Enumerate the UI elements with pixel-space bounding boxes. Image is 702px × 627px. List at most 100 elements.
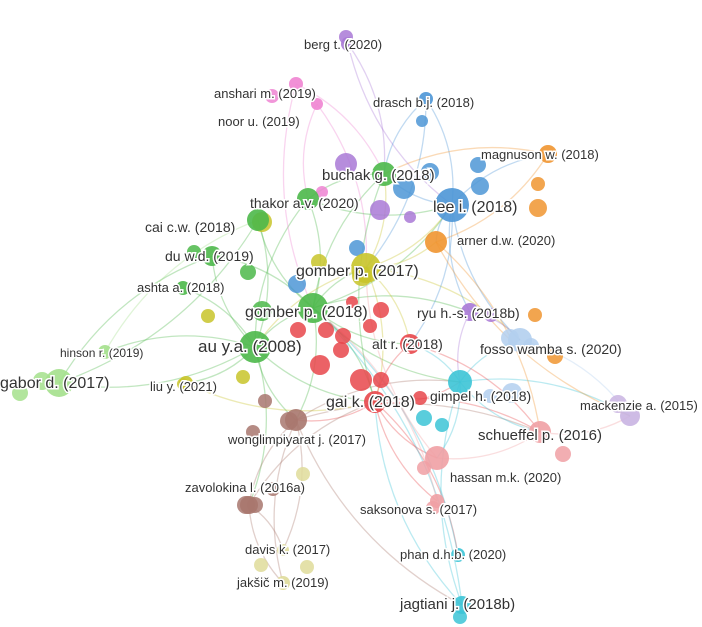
network-node-drasch[interactable] (419, 92, 433, 106)
network-node-unlabeled[interactable] (349, 240, 365, 256)
network-node-unlabeled[interactable] (416, 410, 432, 426)
node-label-drasch[interactable]: drasch b.j. (2018) (372, 94, 476, 112)
network-node-unlabeled[interactable] (316, 186, 328, 198)
network-node-unlabeled[interactable] (421, 163, 439, 181)
node-label-gomber2018[interactable]: gomber p. (2018) (244, 303, 370, 323)
network-node-gabor[interactable] (45, 369, 73, 397)
network-node-magnuson[interactable] (539, 145, 557, 163)
network-node-zavolokina[interactable] (240, 496, 258, 514)
network-node-unlabeled[interactable] (254, 558, 268, 572)
network-node-unlabeled[interactable] (531, 177, 545, 191)
network-node-au[interactable] (239, 331, 271, 363)
network-node-unlabeled[interactable] (296, 467, 310, 481)
network-node-unlabeled[interactable] (413, 391, 427, 405)
node-label-hinson[interactable]: hinson r. (2019) (59, 345, 145, 362)
network-node-noor[interactable] (311, 98, 323, 110)
network-node-unlabeled[interactable] (547, 348, 563, 364)
network-node-unlabeled[interactable] (350, 369, 372, 391)
node-label-wonglimpiyarat[interactable]: wonglimpiyarat j. (2017) (226, 431, 368, 449)
node-label-berg[interactable]: berg t. (2020) (303, 36, 384, 54)
network-node-gai[interactable] (364, 391, 386, 413)
network-node-ashta[interactable] (176, 281, 190, 295)
network-node-unlabeled[interactable] (236, 370, 250, 384)
network-node-unlabeled[interactable] (435, 418, 449, 432)
node-label-gimpel[interactable]: gimpel h. (2018) (429, 387, 533, 406)
network-node-unlabeled[interactable] (335, 153, 357, 175)
network-node-buchak[interactable] (372, 162, 396, 186)
node-label-cai[interactable]: cai c.w. (2018) (144, 218, 237, 237)
network-node-cai[interactable] (247, 209, 269, 231)
network-node-davis[interactable] (277, 544, 289, 556)
network-node-unlabeled[interactable] (416, 115, 428, 127)
node-label-jagtiani[interactable]: jagtiani j. (2018b) (398, 595, 517, 615)
network-node-unlabeled[interactable] (471, 177, 489, 195)
network-node-unlabeled[interactable] (288, 275, 306, 293)
network-node-unlabeled[interactable] (555, 446, 571, 462)
network-node-unlabeled[interactable] (333, 342, 349, 358)
network-node-unlabeled[interactable] (318, 322, 334, 338)
node-label-gabor[interactable]: gabor d. (2017) (0, 374, 111, 394)
network-node-unlabeled[interactable] (484, 308, 498, 322)
network-node-phan[interactable] (451, 548, 465, 562)
network-node-jaksic[interactable] (276, 576, 290, 590)
node-label-arner[interactable]: arner d.w. (2020) (456, 232, 557, 250)
node-label-liu[interactable]: liu y. (2021) (149, 378, 219, 396)
network-node-unlabeled[interactable] (529, 199, 547, 217)
node-label-anshari[interactable]: anshari m. (2019) (213, 85, 318, 103)
node-label-jaksic[interactable]: jakšič m. (2019) (235, 574, 331, 592)
node-label-mackenzie[interactable]: mackenzie a. (2015) (579, 397, 700, 415)
network-node-hassan[interactable] (425, 446, 449, 470)
network-node-unlabeled[interactable] (310, 355, 330, 375)
network-node-unlabeled[interactable] (12, 385, 28, 401)
network-node-alt[interactable] (400, 334, 420, 354)
network-node-unlabeled[interactable] (363, 319, 377, 333)
node-label-fosso[interactable]: fosso wamba s. (2020) (479, 340, 624, 359)
network-node-unlabeled[interactable] (265, 89, 279, 103)
network-node-unlabeled[interactable] (201, 309, 215, 323)
node-label-gai[interactable]: gai k. (2018) (325, 393, 417, 413)
network-node-anshari[interactable] (289, 77, 303, 91)
node-label-schueffel[interactable]: schueffel p. (2016) (477, 426, 604, 446)
network-node-lee[interactable] (435, 188, 469, 222)
network-node-arner[interactable] (425, 231, 447, 253)
network-node-jagtiani[interactable] (453, 596, 471, 614)
network-node-thakor[interactable] (297, 188, 319, 210)
network-node-gomber2018[interactable] (298, 293, 328, 323)
network-node-liu[interactable] (179, 376, 193, 390)
network-node-hinson[interactable] (98, 345, 112, 359)
network-node-wonglimpiyarat[interactable] (285, 409, 307, 431)
network-node-unlabeled[interactable] (246, 425, 260, 439)
network-node-saksonova[interactable] (430, 494, 444, 508)
network-node-fosso[interactable] (508, 328, 532, 352)
network-node-mackenzie[interactable] (620, 406, 640, 426)
network-node-gomber2017[interactable] (351, 253, 381, 283)
network-node-schueffel[interactable] (529, 421, 551, 443)
network-node-unlabeled[interactable] (373, 302, 389, 318)
node-label-magnuson[interactable]: magnuson w. (2018) (480, 146, 601, 164)
network-node-unlabeled[interactable] (266, 482, 280, 496)
network-node-unlabeled[interactable] (300, 560, 314, 574)
node-label-hassan[interactable]: hassan m.k. (2020) (449, 469, 563, 487)
node-label-noor[interactable]: noor u. (2019) (217, 113, 302, 131)
network-node-unlabeled[interactable] (609, 395, 627, 413)
network-node-unlabeled[interactable] (252, 301, 272, 321)
network-node-unlabeled[interactable] (240, 264, 256, 280)
network-node-unlabeled[interactable] (528, 308, 542, 322)
network-node-berg[interactable] (341, 37, 355, 51)
node-label-davis[interactable]: davis k. (2017) (244, 541, 332, 559)
node-label-lee[interactable]: lee i. (2018) (432, 198, 520, 218)
network-node-unlabeled[interactable] (502, 383, 522, 403)
node-label-alt[interactable]: alt r. (2018) (371, 335, 445, 354)
network-node-unlabeled[interactable] (346, 296, 358, 308)
node-label-ashta[interactable]: ashta a. (2018) (136, 279, 226, 297)
network-node-unlabeled[interactable] (290, 322, 306, 338)
network-node-unlabeled[interactable] (335, 328, 351, 344)
network-node-unlabeled[interactable] (311, 254, 327, 270)
network-node-unlabeled[interactable] (404, 211, 416, 223)
node-label-thakor[interactable]: thakor a.v. (2020) (249, 194, 361, 213)
node-label-zavolokina[interactable]: zavolokina l. (2016a) (184, 479, 307, 497)
node-label-ryu[interactable]: ryu h.-s. (2018b) (416, 304, 522, 323)
network-node-ryu[interactable] (461, 303, 479, 321)
network-node-unlabeled[interactable] (370, 200, 390, 220)
node-label-du[interactable]: du w.d. (2019) (164, 247, 256, 266)
